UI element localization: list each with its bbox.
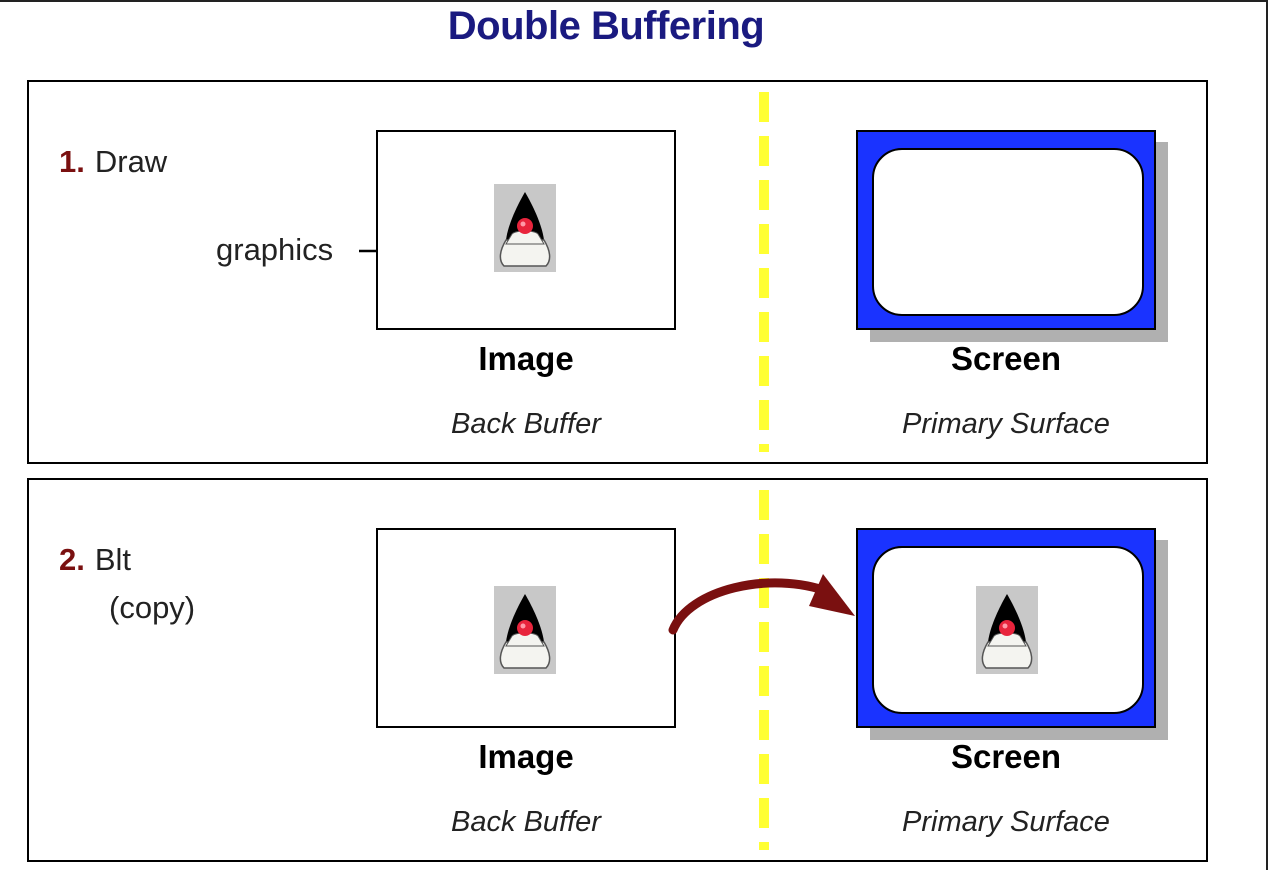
divider-line xyxy=(759,490,769,850)
diagram-title: Double Buffering xyxy=(447,4,765,48)
step-label: Blt xyxy=(94,542,132,577)
step-2: 2. Blt xyxy=(59,536,131,584)
screen-caption: Screen xyxy=(950,738,1062,775)
panel-blt: 2. Blt (copy) Image Back Buffer xyxy=(27,478,1208,862)
step-1: 1. Draw xyxy=(59,138,167,186)
back-buffer-caption: Back Buffer xyxy=(451,806,601,838)
image-caption: Image xyxy=(478,738,574,775)
step-label-line2: (copy) xyxy=(109,590,196,625)
primary-surface-caption: Primary Surface xyxy=(902,408,1110,440)
curved-arrow-icon xyxy=(668,574,855,635)
image-caption: Image xyxy=(478,340,574,377)
screen-frame xyxy=(856,130,1156,330)
screen-display xyxy=(872,546,1144,714)
screen-frame xyxy=(856,528,1156,728)
back-buffer-image-box xyxy=(376,130,676,330)
duke-icon xyxy=(494,184,556,272)
duke-icon xyxy=(494,586,556,674)
step-label: Draw xyxy=(94,144,168,179)
back-buffer-caption: Back Buffer xyxy=(451,408,601,440)
top-border-line xyxy=(0,0,1268,2)
step-number: 1. xyxy=(59,144,85,179)
right-border-line xyxy=(1266,0,1268,870)
back-buffer-image-box xyxy=(376,528,676,728)
panel-draw: 1. Draw graphics Image Back Buffer Screen… xyxy=(27,80,1208,464)
step-number: 2. xyxy=(59,542,85,577)
divider-line xyxy=(759,92,769,452)
duke-icon xyxy=(976,586,1038,674)
screen-display xyxy=(872,148,1144,316)
primary-surface-caption: Primary Surface xyxy=(902,806,1110,838)
screen-caption: Screen xyxy=(950,340,1062,377)
graphics-label: graphics xyxy=(216,232,334,267)
